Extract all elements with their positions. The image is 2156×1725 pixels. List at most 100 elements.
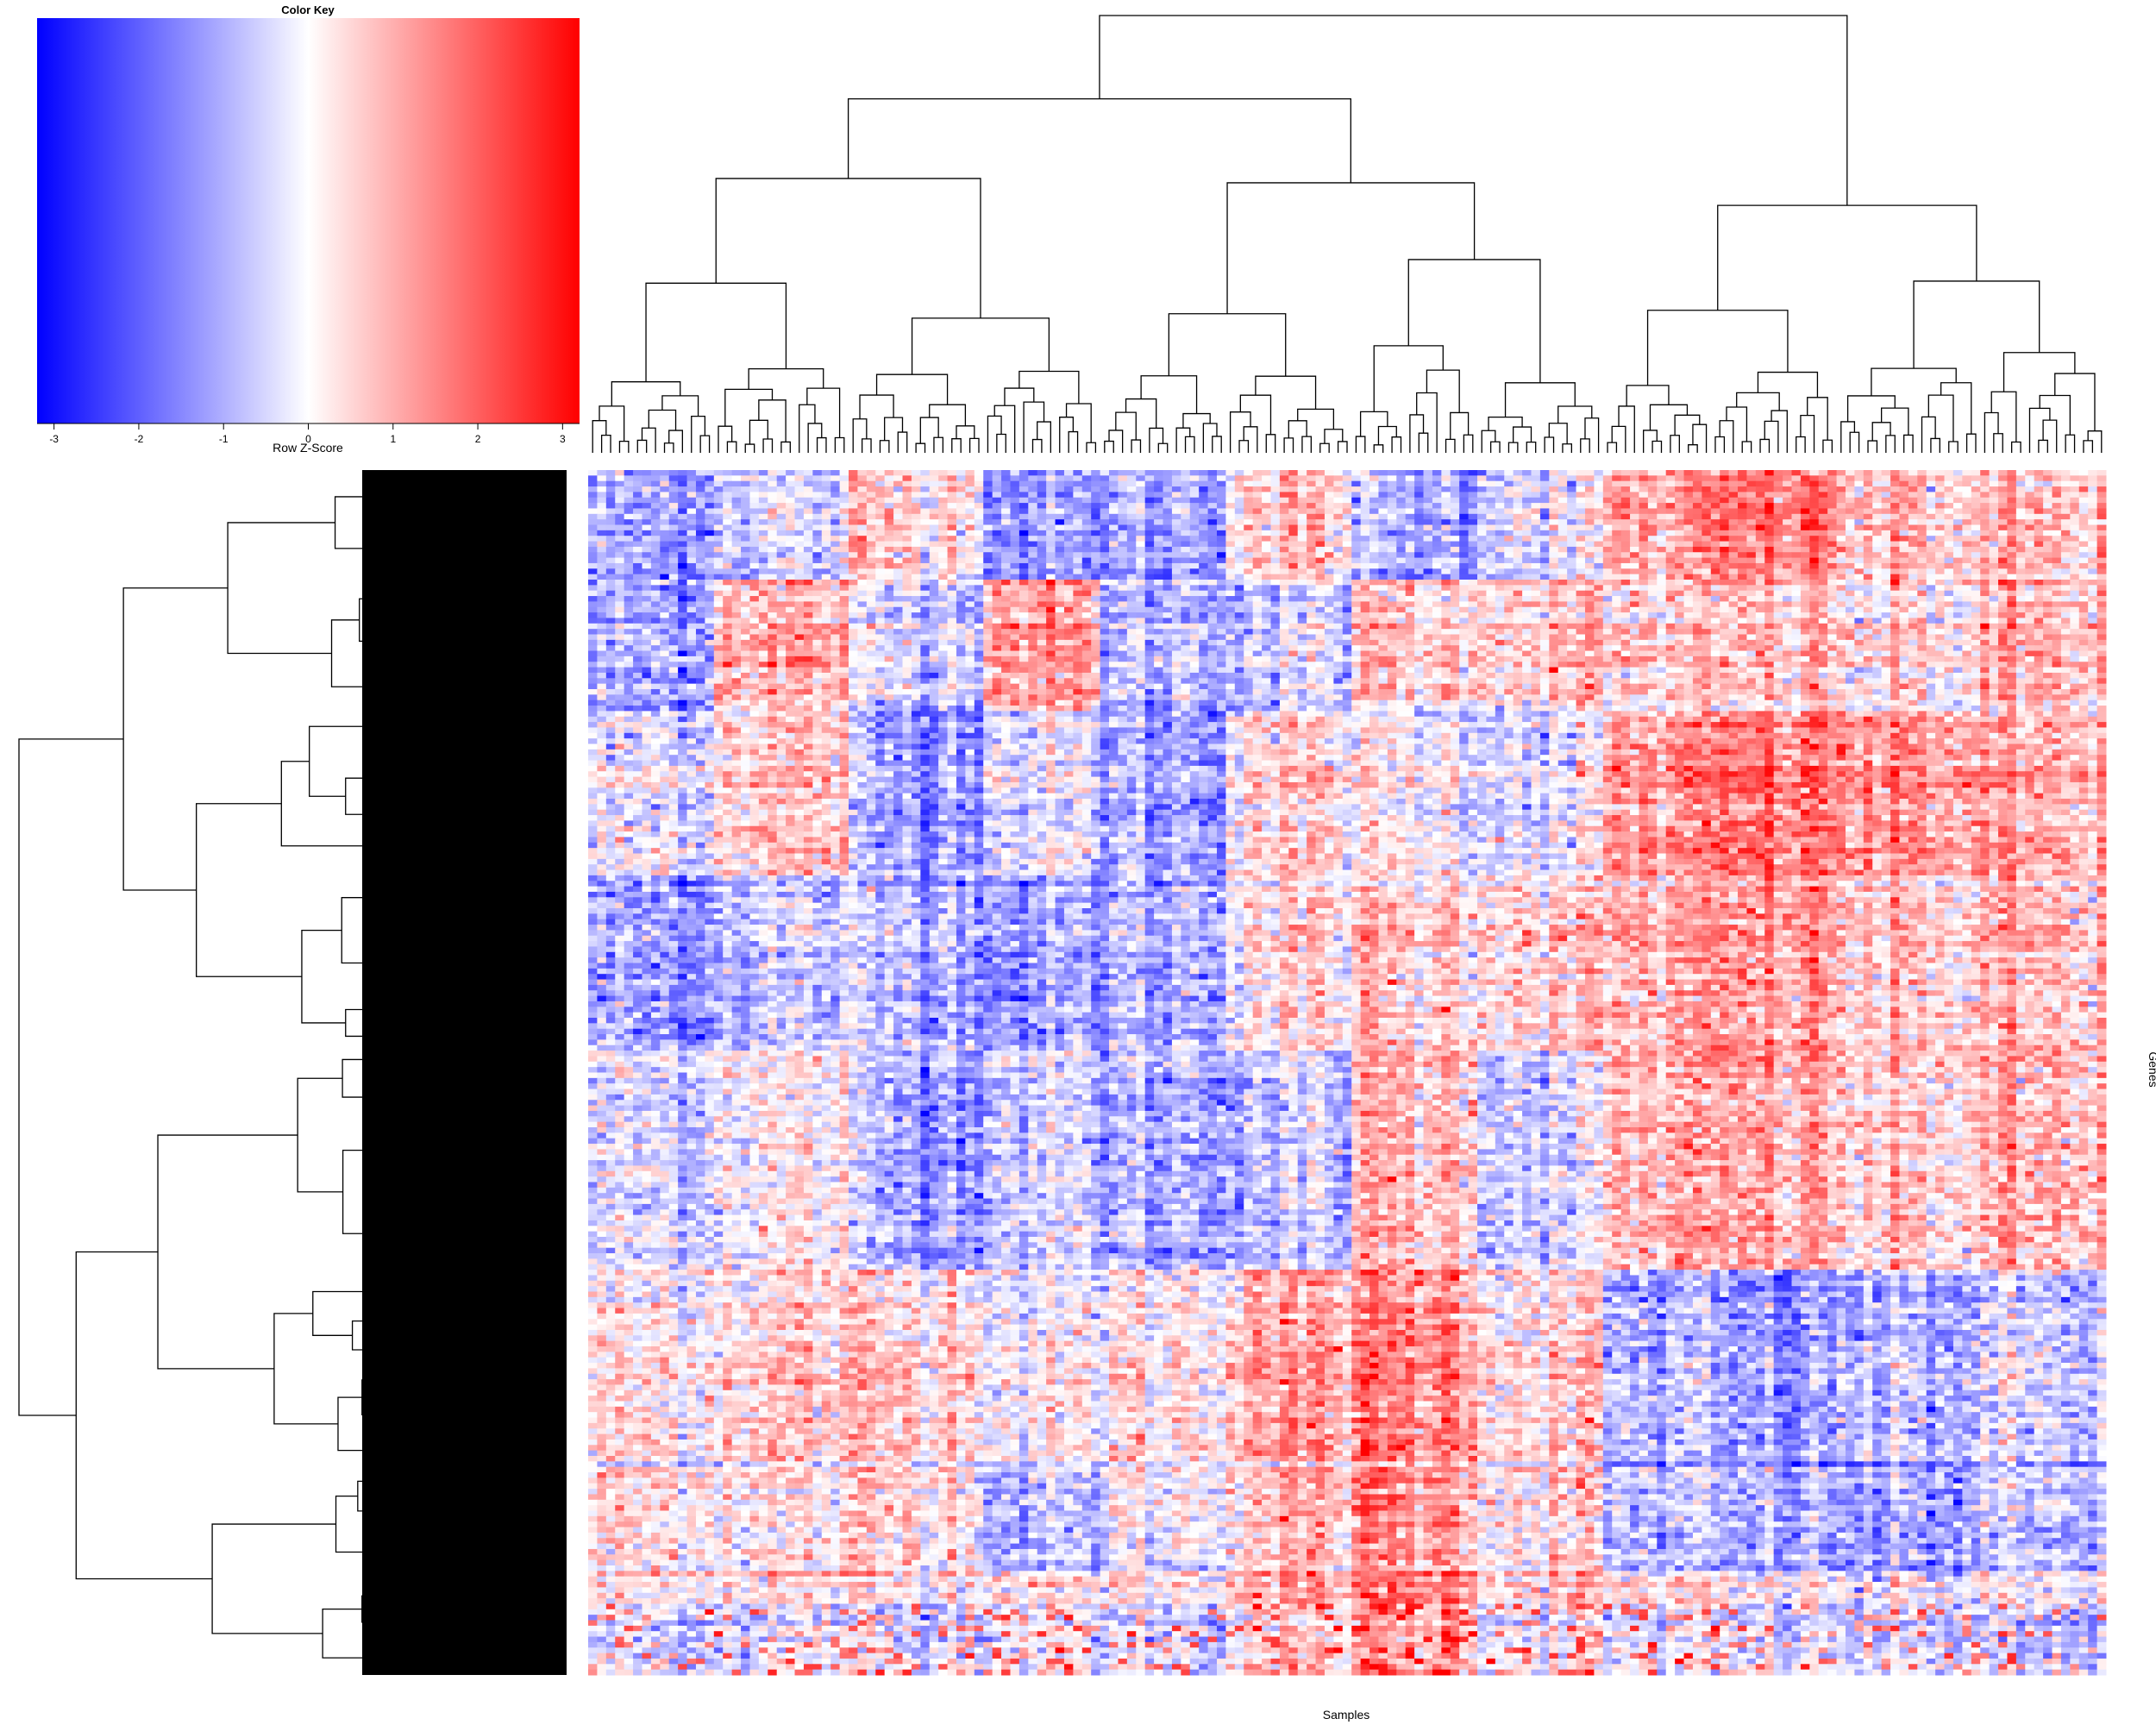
heatmap-cell (1288, 486, 1299, 492)
dendrogram-branch (1913, 280, 2040, 369)
heatmap-cell (956, 530, 966, 536)
heatmap-cell (597, 503, 607, 509)
heatmap-cell (812, 601, 823, 608)
heatmap-cell (758, 546, 768, 553)
heatmap-cell (597, 568, 607, 575)
heatmap-cell (1414, 546, 1425, 553)
heatmap-cell (1468, 492, 1478, 499)
heatmap-cell (857, 470, 868, 476)
heatmap-cell (1773, 601, 1783, 608)
heatmap-cell (1738, 536, 1747, 543)
heatmap-cell (857, 612, 868, 618)
heatmap-cell (1594, 519, 1604, 525)
heatmap-cell (1971, 503, 1981, 509)
heatmap-cell (1557, 585, 1568, 592)
heatmap-cell (642, 530, 652, 536)
heatmap-cell (1683, 590, 1694, 597)
heatmap-cell (1001, 557, 1011, 564)
heatmap-cell (1441, 546, 1451, 553)
heatmap-cell (1522, 552, 1532, 559)
heatmap-cell (2007, 519, 2017, 525)
heatmap-cell (1630, 606, 1639, 613)
dendrogram-branch (1643, 430, 1658, 453)
heatmap-cell (1720, 470, 1730, 476)
heatmap-cell (1576, 568, 1586, 575)
heatmap-cell (1270, 552, 1281, 559)
heatmap-cell (1225, 612, 1236, 618)
heatmap-cell (1594, 612, 1604, 618)
heatmap-cell (1001, 513, 1011, 520)
dendrogram-branch (847, 97, 1351, 183)
heatmap-cell (615, 503, 625, 509)
heatmap-cell (2060, 486, 2071, 492)
heatmap-cell (1728, 480, 1739, 487)
dendrogram-branch (1557, 405, 1593, 423)
heatmap-cell (1387, 568, 1397, 575)
heatmap-cell (1594, 552, 1604, 559)
heatmap-cell (2043, 568, 2053, 575)
heatmap-cell (1073, 541, 1083, 548)
heatmap-cell (1665, 557, 1676, 564)
dendrogram-branch (715, 178, 981, 318)
heatmap-cell (2025, 492, 2035, 499)
heatmap-cell (1602, 568, 1613, 575)
heatmap-cell (1890, 492, 1900, 499)
heatmap-cell (1738, 475, 1747, 482)
heatmap-cell (849, 612, 858, 618)
heatmap-cell (695, 513, 705, 520)
heatmap-cell (1647, 475, 1658, 482)
heatmap-cell (1477, 497, 1487, 504)
heatmap-cell (1405, 552, 1415, 559)
heatmap-cell (1584, 606, 1595, 613)
heatmap-cell (866, 486, 876, 492)
heatmap-cell (1459, 541, 1470, 548)
heatmap-cell (768, 552, 778, 559)
dendrogram-branch (1562, 443, 1572, 453)
heatmap-cell (1279, 536, 1289, 543)
heatmap-cell (857, 590, 868, 597)
heatmap-cell (2025, 480, 2035, 487)
heatmap-cell (1576, 562, 1586, 569)
heatmap-cell (731, 618, 742, 624)
heatmap-cell (1207, 530, 1218, 536)
heatmap-cell (1288, 480, 1299, 487)
heatmap-cell (1522, 580, 1532, 586)
dendrogram-branch (493, 1392, 567, 1399)
heatmap-cell (2078, 508, 2089, 515)
heatmap-cell (1738, 552, 1747, 559)
heatmap-cell (650, 612, 661, 618)
heatmap-cell (642, 536, 652, 543)
heatmap-cell (768, 497, 778, 504)
heatmap-cell (1199, 562, 1209, 569)
heatmap-cell (615, 562, 625, 569)
heatmap-cell (713, 475, 724, 482)
heatmap-cell (2015, 513, 2026, 520)
heatmap-cell (1189, 541, 1200, 548)
heatmap-cell (983, 519, 993, 525)
heatmap-cell (1288, 585, 1299, 592)
heatmap-cell (1665, 519, 1676, 525)
heatmap-cell (1001, 470, 1011, 476)
heatmap-cell (2096, 519, 2107, 525)
heatmap-cell (1720, 486, 1730, 492)
heatmap-cell (1396, 486, 1407, 492)
heatmap-cell (1091, 590, 1101, 597)
heatmap-cell (1728, 492, 1739, 499)
heatmap-cell (866, 562, 876, 569)
heatmap-cell (1055, 568, 1065, 575)
heatmap-cell (758, 552, 768, 559)
heatmap-cell (1378, 475, 1388, 482)
heatmap-cell (749, 618, 760, 624)
heatmap-cell (1845, 486, 1855, 492)
heatmap-cell (1620, 590, 1631, 597)
heatmap-cell (1702, 524, 1712, 531)
heatmap-cell (1324, 601, 1334, 608)
heatmap-cell (1675, 486, 1685, 492)
heatmap-cell (1234, 480, 1244, 487)
heatmap-cell (956, 568, 966, 575)
heatmap-cell (992, 557, 1002, 564)
heatmap-cell (1845, 574, 1855, 580)
heatmap-cell (588, 513, 598, 520)
heatmap-cell (1557, 606, 1568, 613)
heatmap-cell (1917, 541, 1927, 548)
